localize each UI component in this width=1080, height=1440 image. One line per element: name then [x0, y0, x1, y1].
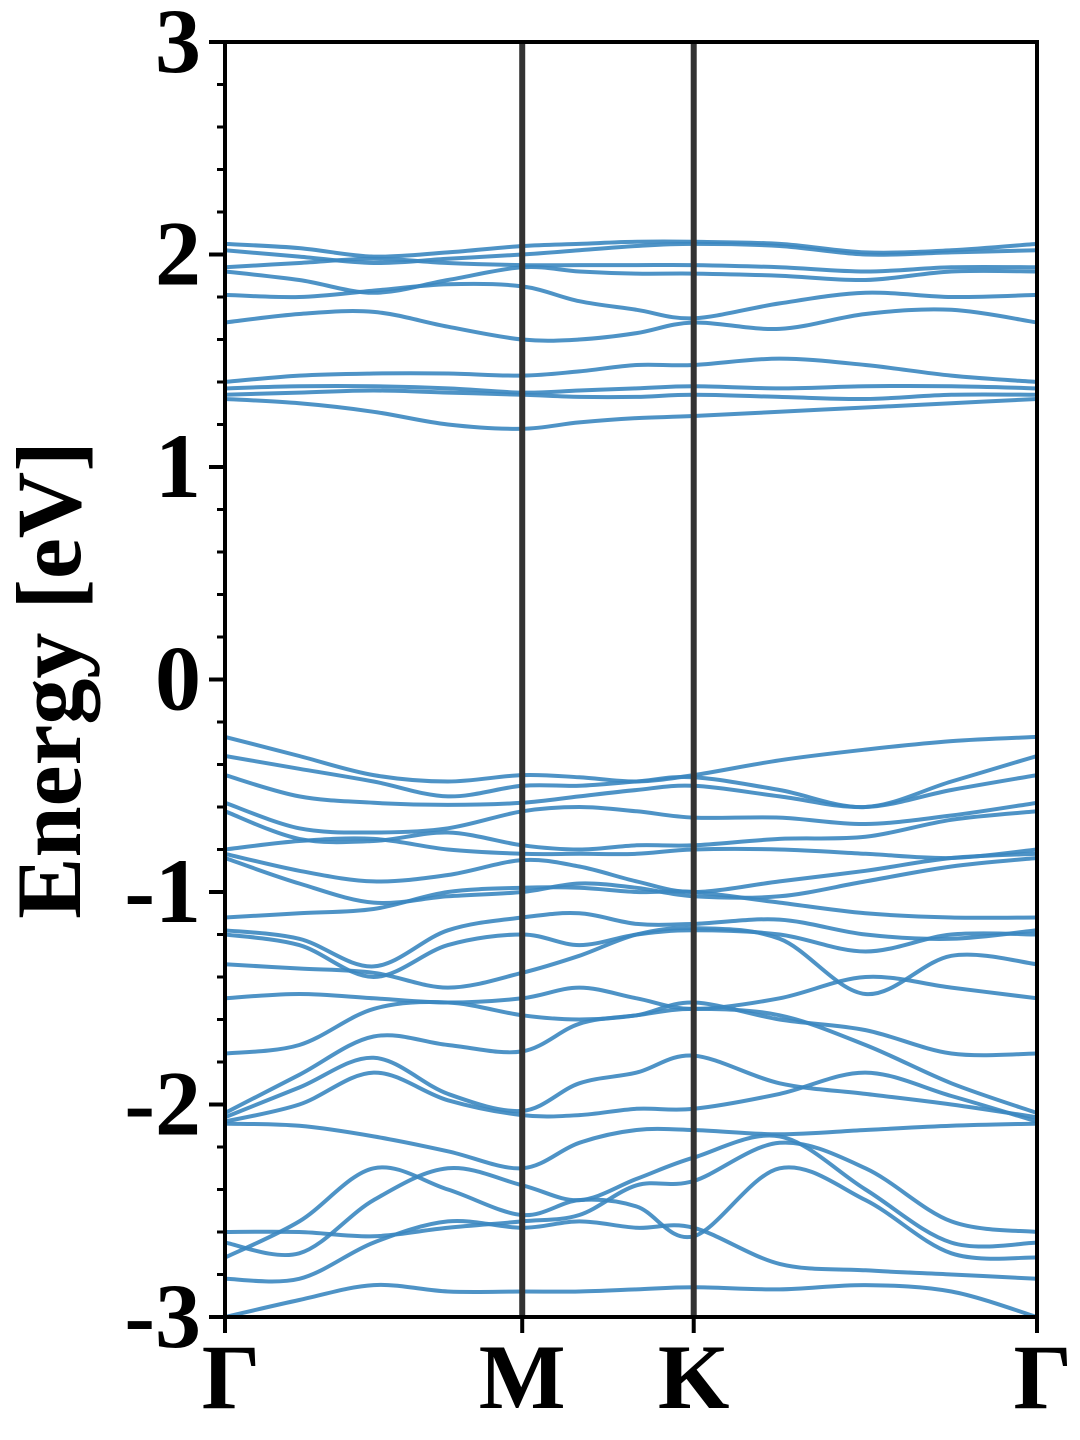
- band-line-10: [225, 397, 1037, 431]
- band-line-33: [225, 1282, 1037, 1317]
- band-line-26: [225, 1053, 1037, 1120]
- band-line-28: [225, 1121, 1037, 1171]
- band-line-5: [225, 281, 1037, 321]
- band-line-6: [225, 307, 1037, 343]
- y-axis-label: Energy [eV]: [0, 441, 100, 919]
- x-tick-label: Γ: [202, 1326, 261, 1428]
- band-line-19: [225, 885, 1037, 920]
- band-line-15: [225, 809, 1037, 852]
- band-line-23: [225, 974, 1037, 1011]
- x-tick-label: Γ: [1013, 1326, 1072, 1428]
- high-symmetry-lines: [519, 42, 697, 1317]
- y-tick-label: -2: [124, 1053, 201, 1155]
- x-tick-label: K: [658, 1326, 730, 1428]
- band-line-7: [225, 356, 1037, 384]
- x-tick-label: M: [479, 1326, 566, 1428]
- band-line-22: [225, 925, 1037, 997]
- band-line-31: [225, 1165, 1037, 1261]
- band-line-27: [225, 1070, 1037, 1124]
- band-line-29: [225, 1140, 1037, 1239]
- band-line-30: [225, 1133, 1037, 1257]
- bands-layer: [225, 239, 1037, 1317]
- band-line-32: [225, 1218, 1037, 1284]
- band-line-14: [225, 800, 1037, 835]
- y-tick-label: 1: [155, 415, 201, 517]
- band-line-13: [225, 773, 1037, 810]
- band-line-3: [225, 256, 1037, 274]
- band-line-21: [225, 928, 1037, 979]
- band-line-8: [225, 384, 1037, 395]
- band-line-9: [225, 388, 1037, 402]
- band-line-17: [225, 851, 1037, 894]
- y-tick-label: 0: [155, 628, 201, 730]
- band-line-20: [225, 911, 1037, 969]
- y-tick-label: -3: [124, 1265, 201, 1367]
- band-line-2: [225, 241, 1037, 266]
- band-line-18: [225, 856, 1037, 906]
- y-tick-label: 2: [155, 203, 201, 305]
- band-line-25: [225, 1006, 1037, 1115]
- y-tick-label: -1: [124, 840, 201, 942]
- y-tick-label: 3: [155, 0, 201, 92]
- band-line-16: [225, 836, 1037, 861]
